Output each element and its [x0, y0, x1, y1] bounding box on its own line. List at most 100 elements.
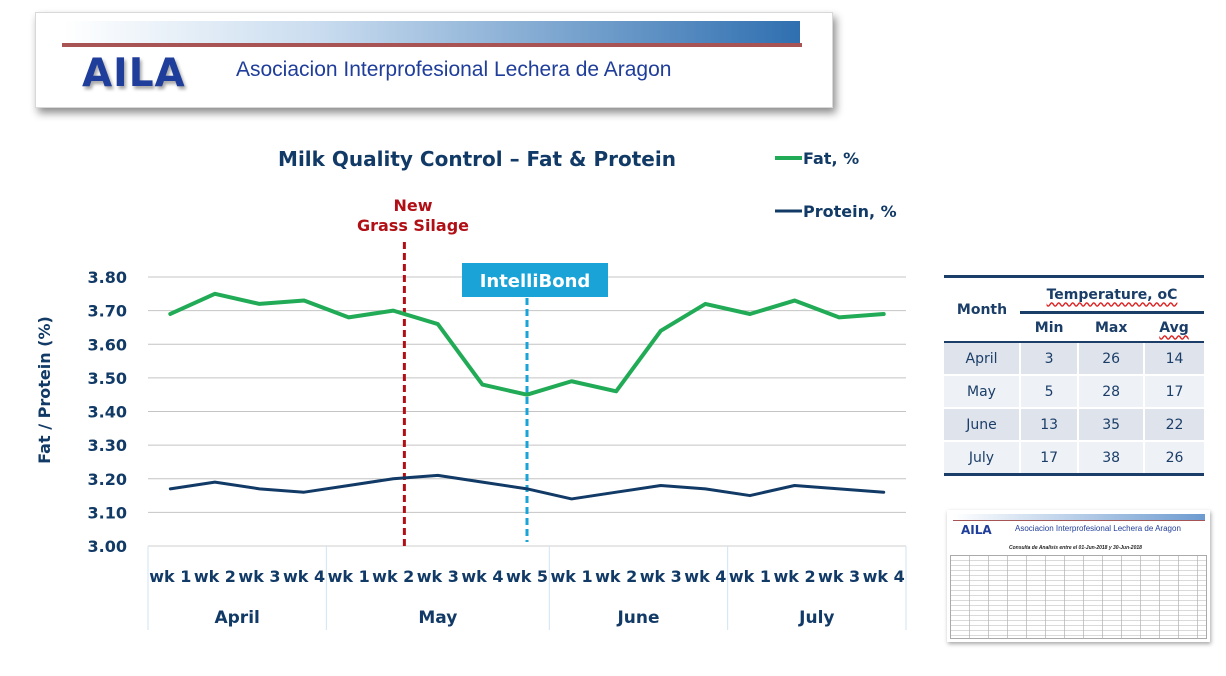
data-point-protein [481, 481, 484, 484]
thumbnail-rule [953, 520, 1205, 521]
x-tick-label: wk 2 [773, 567, 815, 586]
month-group-label: July [798, 608, 834, 628]
month-group-label: June [616, 608, 659, 628]
max-cell: 35 [1077, 407, 1145, 441]
x-tick-label: wk 4 [283, 567, 325, 586]
y-tick-label: 3.70 [88, 302, 127, 321]
data-point-fat [303, 299, 306, 302]
data-point-protein [169, 487, 172, 490]
data-point-protein [704, 487, 707, 490]
data-point-protein [659, 484, 662, 487]
data-point-fat [838, 316, 841, 319]
x-tick-label: wk 3 [238, 567, 280, 586]
y-tick-label: 3.50 [88, 369, 127, 388]
x-tick-label: wk 3 [818, 567, 860, 586]
x-tick-label: wk 2 [595, 567, 637, 586]
data-point-protein [258, 487, 261, 490]
x-tick-label: wk 4 [461, 567, 503, 586]
y-tick-label: 3.60 [88, 335, 127, 354]
data-point-protein [526, 487, 528, 490]
thumbnail-gradient-bar [953, 514, 1205, 520]
grass-silage-label-line1: New [393, 196, 432, 215]
month-cell: July [944, 440, 1020, 476]
data-point-protein [615, 491, 618, 494]
x-tick-label: wk 1 [328, 567, 370, 586]
data-point-fat [392, 309, 395, 312]
thumbnail-subtitle: Consulta de Analisis entre el 01-Jun-201… [1009, 545, 1142, 551]
max-cell: 28 [1077, 374, 1145, 408]
y-tick-labels: 3.00 3.10 3.20 3.30 3.40 3.50 3.60 3.70 3.80 [88, 268, 127, 556]
data-point-fat [258, 302, 261, 305]
x-tick-label: wk 3 [640, 567, 682, 586]
table-row: April 3 26 14 [944, 341, 1204, 375]
avg-cell: 14 [1143, 341, 1204, 375]
data-point-protein [436, 474, 439, 477]
max-column-header: Max [1078, 312, 1145, 343]
thumbnail-logo: AILA [961, 523, 992, 537]
max-cell: 26 [1077, 341, 1145, 375]
y-tick-label: 3.40 [88, 403, 127, 422]
data-point-fat [213, 292, 216, 295]
min-cell: 5 [1018, 374, 1079, 408]
avg-cell: 17 [1143, 374, 1204, 408]
data-point-protein [838, 487, 841, 490]
banner-gradient-bar [64, 21, 800, 43]
aila-banner: AILA Asociacion Interprofesional Lechera… [35, 12, 833, 108]
table-row: June 13 35 22 [944, 407, 1204, 441]
y-tick-label: 3.20 [88, 470, 127, 489]
avg-cell: 22 [1143, 407, 1204, 441]
report-thumbnail: AILA Asociacion Interprofesional Lechera… [947, 510, 1210, 642]
max-cell: 38 [1077, 440, 1145, 476]
x-tick-label: wk 1 [551, 567, 593, 586]
x-tick-label: wk 5 [506, 567, 548, 586]
data-point-fat [704, 302, 707, 305]
data-point-protein [303, 491, 306, 494]
min-cell: 3 [1018, 341, 1079, 375]
y-tick-label: 3.30 [88, 436, 127, 455]
month-cell: June [944, 407, 1020, 441]
data-point-fat [526, 393, 528, 396]
month-column-header: Month [944, 275, 1020, 343]
data-point-fat [615, 390, 618, 393]
x-tick-label: wk 2 [194, 567, 236, 586]
series-lines [168, 291, 886, 501]
x-tick-label: wk 1 [729, 567, 771, 586]
banner-rule [62, 43, 802, 47]
data-point-protein [793, 484, 796, 487]
data-point-protein [570, 497, 573, 500]
data-point-protein [213, 481, 216, 484]
avg-cell: 26 [1143, 440, 1204, 476]
data-point-fat [882, 312, 885, 315]
data-point-fat [748, 312, 751, 315]
organization-name: Asociacion Interprofesional Lechera de A… [236, 58, 672, 81]
data-point-protein [347, 484, 350, 487]
thumbnail-org-name: Asociacion Interprofesional Lechera de A… [1015, 524, 1181, 533]
month-cell: April [944, 341, 1020, 375]
data-point-protein [392, 477, 395, 480]
y-tick-label: 3.10 [88, 503, 127, 522]
table-row: May 5 28 17 [944, 374, 1204, 408]
legend: Fat, % Protein, % [775, 149, 897, 221]
x-tick-label: wk 3 [417, 567, 459, 586]
min-cell: 13 [1018, 407, 1079, 441]
avg-header-text: Avg [1159, 319, 1189, 336]
month-cell: May [944, 374, 1020, 408]
avg-column-header: Avg [1144, 312, 1204, 343]
data-point-fat [481, 383, 484, 386]
data-point-protein [882, 491, 885, 494]
y-axis-label: Fat / Protein (%) [35, 316, 54, 464]
x-tick-label: wk 4 [684, 567, 726, 586]
temperature-header-text: Temperature, oC [1046, 286, 1178, 303]
data-point-protein [748, 494, 751, 497]
aila-logo: AILA [82, 51, 186, 96]
grass-silage-label-line2: Grass Silage [357, 216, 469, 235]
legend-label: Protein, % [803, 202, 897, 221]
table-row: July 17 38 26 [944, 440, 1204, 476]
x-tick-label: wk 1 [149, 567, 191, 586]
thumbnail-data-table [950, 555, 1207, 639]
month-group-label: April [214, 608, 259, 628]
chart-title: Milk Quality Control – Fat & Protein [278, 147, 676, 171]
